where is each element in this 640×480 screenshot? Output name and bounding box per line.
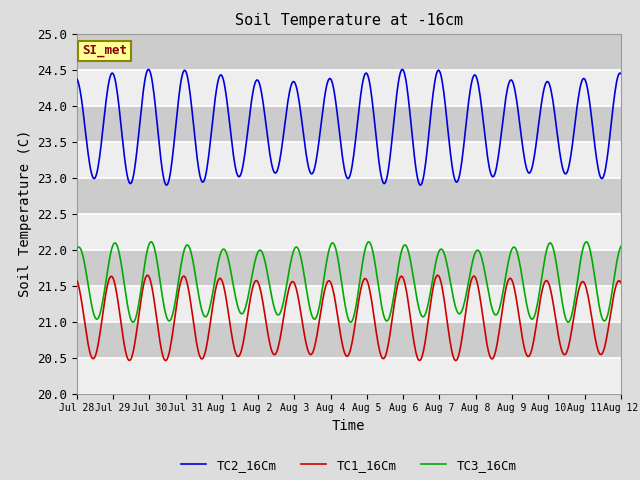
TC1_16Cm — [415, 357, 422, 363]
Y-axis label: Soil Temperature (C): Soil Temperature (C) — [17, 130, 31, 297]
Bar — [77, 178, 621, 214]
Bar — [77, 106, 621, 142]
TC3_16Cm — [617, 244, 625, 250]
Bar — [77, 358, 621, 394]
TC1_16Cm — [194, 347, 202, 352]
TC2_16Cm — [223, 96, 230, 101]
TC3_16Cm — [83, 273, 90, 278]
TC2_16Cm — [417, 182, 424, 188]
Bar — [77, 322, 621, 358]
Text: SI_met: SI_met — [82, 44, 127, 58]
TC3_16Cm — [417, 310, 424, 316]
TC2_16Cm — [194, 160, 202, 166]
Legend: TC2_16Cm, TC1_16Cm, TC3_16Cm: TC2_16Cm, TC1_16Cm, TC3_16Cm — [176, 454, 522, 477]
TC1_16Cm — [617, 279, 625, 285]
Bar — [77, 34, 621, 70]
Bar — [77, 286, 621, 322]
Bar — [77, 250, 621, 286]
TC2_16Cm — [139, 94, 147, 99]
TC2_16Cm — [617, 71, 625, 76]
TC1_16Cm — [223, 299, 230, 304]
TC1_16Cm — [73, 277, 81, 283]
TC1_16Cm — [431, 278, 438, 284]
TC1_16Cm — [434, 272, 442, 278]
Bar — [77, 70, 621, 106]
TC3_16Cm — [365, 239, 372, 245]
Bar — [77, 214, 621, 250]
TC1_16Cm — [139, 287, 147, 293]
TC1_16Cm — [452, 358, 460, 363]
X-axis label: Time: Time — [332, 419, 365, 433]
Bar — [77, 142, 621, 178]
TC2_16Cm — [416, 181, 424, 187]
TC3_16Cm — [433, 258, 440, 264]
Title: Soil Temperature at -16cm: Soil Temperature at -16cm — [235, 13, 463, 28]
TC2_16Cm — [73, 76, 81, 82]
TC1_16Cm — [83, 333, 90, 338]
TC3_16Cm — [73, 246, 81, 252]
TC2_16Cm — [433, 72, 440, 78]
TC3_16Cm — [223, 251, 230, 256]
TC2_16Cm — [83, 139, 90, 144]
TC3_16Cm — [347, 319, 355, 325]
TC3_16Cm — [139, 276, 147, 281]
Line: TC2_16Cm: TC2_16Cm — [77, 70, 621, 185]
TC2_16Cm — [398, 67, 406, 72]
Line: TC3_16Cm: TC3_16Cm — [77, 242, 621, 322]
Line: TC1_16Cm: TC1_16Cm — [77, 275, 621, 360]
TC3_16Cm — [194, 288, 202, 293]
